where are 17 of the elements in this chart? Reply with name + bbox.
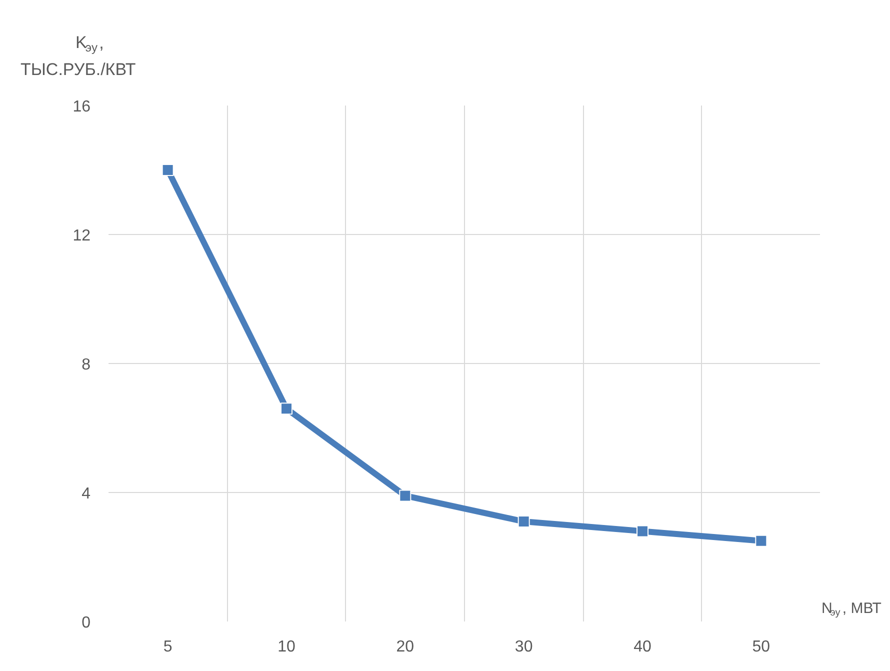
point: [518, 516, 530, 528]
x-tick-label: 10: [278, 638, 296, 656]
y-tick-label: 12: [72, 228, 91, 244]
y-tick-label: 8: [82, 356, 91, 374]
point: [755, 534, 768, 547]
x-tick-label: 40: [634, 638, 652, 656]
point: [636, 525, 648, 538]
x-tick-label: 5: [163, 638, 172, 656]
y-tick-label: 4: [82, 486, 91, 502]
y-tick-label: 0: [82, 614, 91, 632]
point: [399, 490, 412, 502]
x-tick-label: 50: [752, 638, 770, 656]
x-tick-label: 20: [396, 638, 414, 656]
point: [280, 402, 292, 415]
point: [162, 164, 174, 176]
x-tick-label: 30: [514, 638, 533, 656]
y-tick-label: 16: [72, 98, 91, 116]
